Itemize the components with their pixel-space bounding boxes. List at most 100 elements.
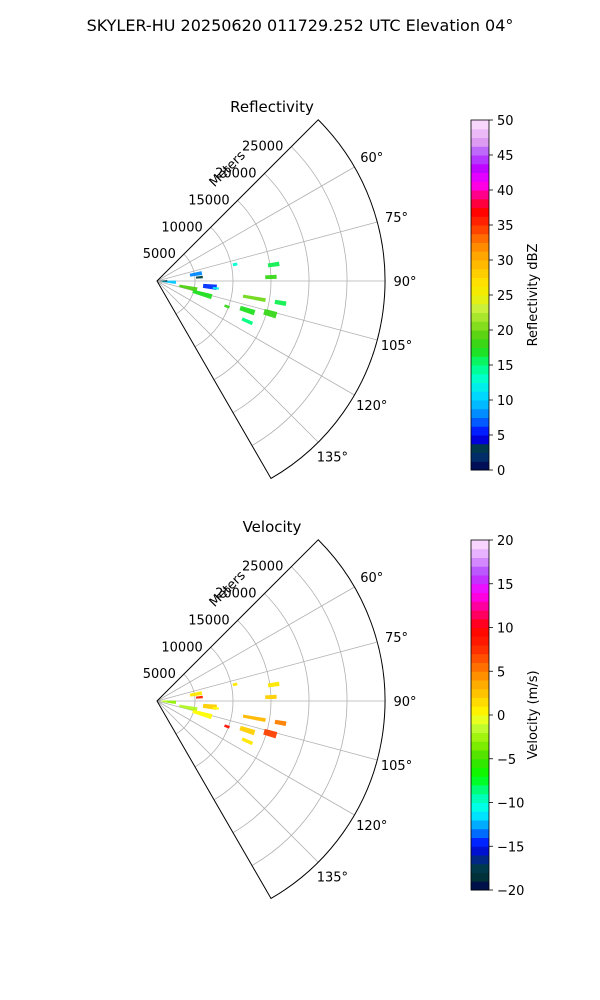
colorbar-segment xyxy=(471,400,489,410)
colorbar-segment xyxy=(471,618,489,628)
azimuth-tick-label: 120° xyxy=(356,399,387,414)
colorbar-segment xyxy=(471,461,489,471)
colorbar-segment xyxy=(471,837,489,847)
echo-cell xyxy=(265,694,277,700)
colorbar-segment xyxy=(471,645,489,655)
colorbar-tick-label: 15 xyxy=(497,359,514,374)
colorbar-tick-label: 30 xyxy=(497,254,514,269)
echo-cell xyxy=(239,305,256,316)
colorbar-segment xyxy=(471,566,489,576)
colorbar-segment xyxy=(471,338,489,348)
echo-cell xyxy=(263,728,278,739)
colorbar-segment xyxy=(471,286,489,296)
colorbar-segment xyxy=(471,680,489,690)
range-ring xyxy=(232,173,310,413)
sector-outline xyxy=(156,119,386,480)
echo-cell xyxy=(224,724,230,729)
azimuth-tick-label: 105° xyxy=(381,339,412,354)
colorbar-segment xyxy=(471,758,489,768)
colorbar-segment xyxy=(471,776,489,786)
azimuth-spoke xyxy=(156,221,378,282)
colorbar-tick-label: 10 xyxy=(497,394,514,409)
colorbar-segment xyxy=(471,312,489,322)
colorbar-tick-label: 20 xyxy=(497,534,514,549)
colorbar-segment xyxy=(471,155,489,165)
colorbar-segment xyxy=(471,785,489,795)
colorbar-segment xyxy=(471,802,489,812)
echo-cell xyxy=(224,304,230,309)
colorbar-segment xyxy=(471,592,489,602)
colorbar-segment xyxy=(471,408,489,418)
azimuth-spoke xyxy=(156,280,319,443)
echo-cell xyxy=(212,706,219,710)
colorbar-segment xyxy=(471,207,489,217)
colorbar-segment xyxy=(471,260,489,270)
echo-cell xyxy=(265,274,277,280)
panel-title: Velocity xyxy=(243,518,302,536)
colorbar-segment xyxy=(471,128,489,138)
colorbar-segment xyxy=(471,881,489,891)
colorbar-segment xyxy=(471,303,489,313)
panel-title: Reflectivity xyxy=(230,98,314,116)
colorbar-segment xyxy=(471,268,489,278)
echo-cell xyxy=(241,737,254,746)
figure-title: SKYLER-HU 20250620 011729.252 UTC Elevat… xyxy=(86,16,514,35)
echo-cell xyxy=(239,725,256,736)
range-tick-label: 10000 xyxy=(161,640,202,655)
colorbar-tick-label: −20 xyxy=(497,884,524,899)
echo-cell xyxy=(263,308,278,319)
colorbar-segment xyxy=(471,443,489,453)
colorbar-segment xyxy=(471,540,489,550)
range-ring xyxy=(232,593,310,833)
azimuth-tick-label: 60° xyxy=(360,151,383,166)
echo-cell xyxy=(232,682,238,687)
range-ring xyxy=(251,566,348,866)
colorbar-segment xyxy=(471,846,489,856)
colorbar-segment xyxy=(471,172,489,182)
azimuth-spoke xyxy=(156,280,355,396)
colorbar-segment xyxy=(471,811,489,821)
colorbar-label: Velocity (m/s) xyxy=(526,670,541,759)
colorbar-segment xyxy=(471,575,489,585)
range-tick-label: 15000 xyxy=(188,193,229,208)
colorbar-tick-label: 5 xyxy=(497,665,505,680)
colorbar-tick-label: 50 xyxy=(497,114,514,129)
colorbar-segment xyxy=(471,373,489,383)
colorbar-segment xyxy=(471,347,489,357)
colorbar-segment xyxy=(471,706,489,716)
echo-cell xyxy=(189,271,203,277)
colorbar-segment xyxy=(471,697,489,707)
colorbar-segment xyxy=(471,435,489,445)
colorbar-tick-label: 35 xyxy=(497,219,514,234)
range-ring xyxy=(175,253,196,315)
range-tick-label: 15000 xyxy=(188,613,229,628)
colorbar-tick-label: 0 xyxy=(497,709,505,724)
colorbar-segment xyxy=(471,216,489,226)
azimuth-tick-label: 90° xyxy=(393,695,416,710)
sector-outline xyxy=(156,539,386,900)
colorbar-tick-label: 10 xyxy=(497,622,514,637)
range-tick-label: 10000 xyxy=(161,220,202,235)
colorbar-segment xyxy=(471,382,489,392)
colorbar-segment xyxy=(471,653,489,663)
colorbar-segment xyxy=(471,391,489,401)
colorbar-label: Reflectivity dBZ xyxy=(526,244,541,347)
azimuth-tick-label: 135° xyxy=(317,450,348,465)
colorbar-tick-label: 0 xyxy=(497,464,505,479)
echo-cell xyxy=(212,286,219,290)
colorbar-segment xyxy=(471,163,489,173)
colorbar-tick-label: −10 xyxy=(497,797,524,812)
colorbar-segment xyxy=(471,548,489,558)
echo-cell xyxy=(192,289,213,300)
echo-cell xyxy=(160,280,168,282)
colorbar-segment xyxy=(471,855,489,865)
colorbar-segment xyxy=(471,198,489,208)
colorbar-segment xyxy=(471,750,489,760)
colorbar-tick-label: 20 xyxy=(497,324,514,339)
colorbar-tick-label: 15 xyxy=(497,578,514,593)
colorbar-segment xyxy=(471,321,489,331)
colorbar-segment xyxy=(471,417,489,427)
velocity-panel: Velocity 5000 10000 15000 20000 25000 60° 75° 90… xyxy=(143,518,541,900)
colorbar-segment xyxy=(471,146,489,156)
colorbar-segment xyxy=(471,356,489,366)
